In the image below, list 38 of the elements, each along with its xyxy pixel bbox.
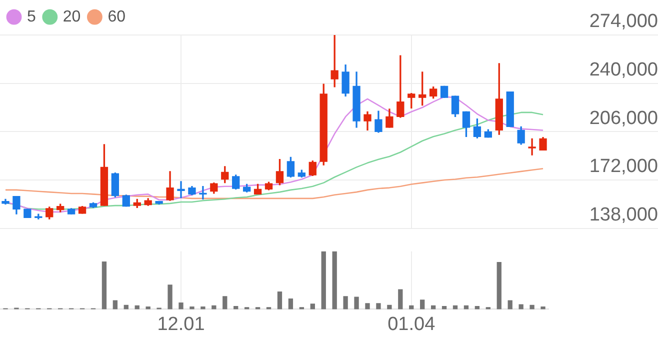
legend-label: 20 (62, 8, 81, 26)
bar (518, 304, 524, 310)
y-tick-label: 138,000 (589, 204, 658, 226)
bar (102, 261, 107, 310)
bar (376, 303, 381, 310)
bar (310, 304, 315, 310)
bar (420, 300, 425, 310)
bar (387, 304, 392, 310)
bar (190, 306, 194, 310)
bar (234, 306, 238, 310)
bar (321, 251, 326, 310)
y-tick-label: 206,000 (589, 108, 658, 129)
bar (530, 304, 534, 310)
bar (168, 284, 172, 310)
bar (288, 298, 294, 310)
bar (540, 306, 546, 310)
bar (222, 296, 228, 310)
y-tick-label: 240,000 (589, 60, 658, 81)
bar (277, 292, 282, 310)
x-tick-label: 12.01 (157, 314, 205, 335)
bar (354, 296, 359, 310)
bar (474, 306, 480, 310)
legend-label: 60 (108, 8, 126, 26)
bar (343, 296, 348, 310)
bar (200, 306, 206, 310)
bar (398, 289, 403, 310)
bar (496, 262, 502, 310)
bar (442, 306, 447, 310)
y-tick-label: 172,000 (589, 156, 658, 178)
bar (112, 300, 118, 310)
bar (332, 251, 337, 310)
bar (178, 302, 184, 310)
bar (365, 303, 370, 310)
legend-label: 5 (27, 8, 36, 26)
bar (146, 306, 150, 310)
bar (508, 300, 512, 310)
y-tick-label: 274,000 (589, 11, 658, 32)
x-tick-label: 01.04 (388, 314, 436, 335)
